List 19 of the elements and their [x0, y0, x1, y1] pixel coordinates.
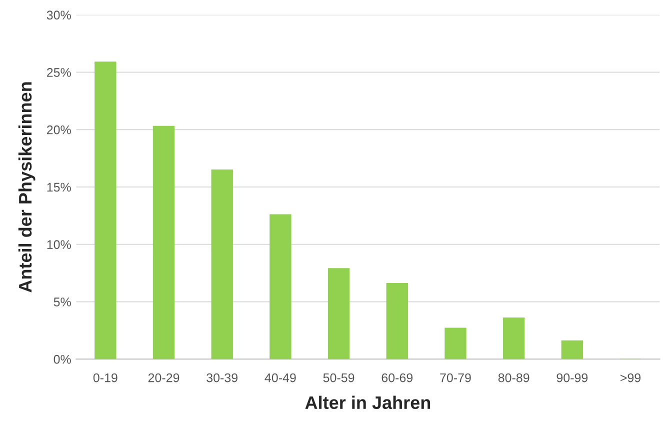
y-tick-label: 20% [46, 125, 71, 134]
y-tick-label: 0% [54, 354, 71, 364]
x-tick-label: 60-69 [382, 373, 413, 382]
y-tick-label: 25% [46, 68, 71, 77]
x-tick-label: >99 [620, 373, 641, 382]
y-tick-label: 30% [46, 10, 71, 20]
x-tick-label: 40-49 [264, 373, 296, 382]
x-tick-label: 70-79 [440, 373, 471, 382]
x-tick-label: 0-19 [93, 373, 118, 382]
y-tick-label: 5% [54, 298, 71, 306]
y-axis-title: Anteil der Physikerinnen [18, 82, 36, 292]
x-tick-label: 90-99 [556, 373, 588, 382]
x-tick-label: 30-39 [206, 373, 238, 382]
x-tick-label: 80-89 [498, 373, 530, 382]
y-tick-label: 15% [47, 182, 71, 192]
x-tick-label: 50-59 [323, 373, 354, 382]
x-axis-title: Alter in Jahren [305, 396, 430, 410]
x-tick-label: 20-29 [148, 373, 180, 382]
y-tick-label: 10% [47, 240, 71, 250]
